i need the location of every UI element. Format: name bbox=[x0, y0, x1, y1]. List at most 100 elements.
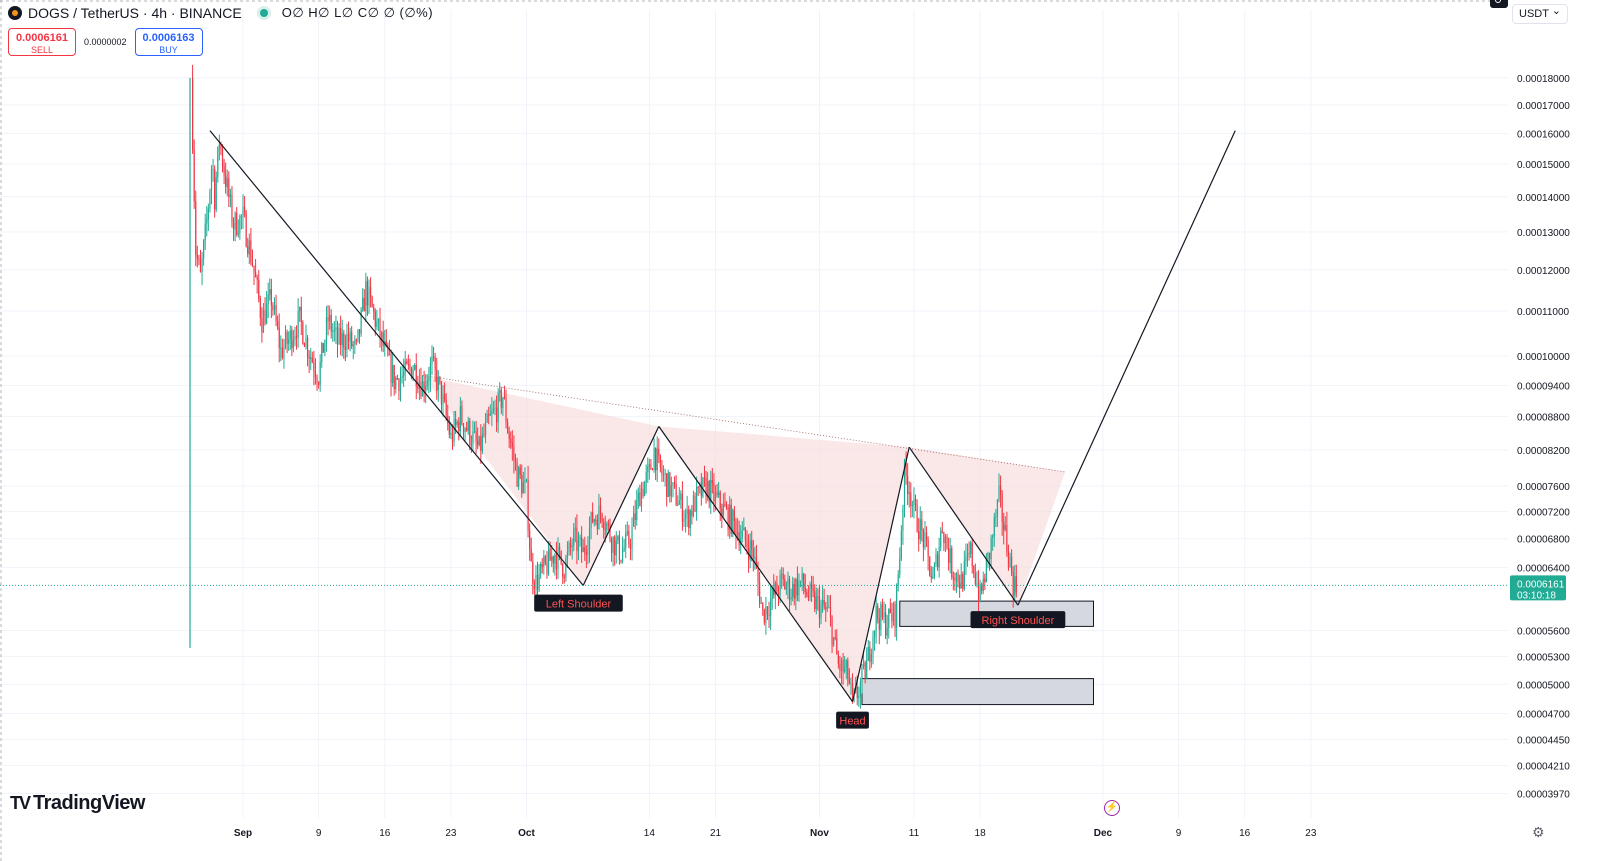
candle bbox=[592, 512, 594, 523]
candle bbox=[825, 607, 827, 609]
x-axis[interactable]: Sep 9 16 23 Oct 14 21 Nov 11 18 Dec 9 16 23 bbox=[234, 828, 1317, 839]
candle bbox=[936, 554, 939, 568]
candle bbox=[774, 582, 776, 596]
candle bbox=[280, 347, 282, 349]
candle bbox=[678, 500, 680, 505]
candle bbox=[232, 222, 235, 230]
candle bbox=[620, 560, 622, 562]
x-tick-label: 21 bbox=[710, 828, 722, 839]
camera-icon[interactable] bbox=[1490, 0, 1508, 8]
candle bbox=[810, 584, 813, 589]
candle bbox=[462, 423, 465, 433]
candle bbox=[236, 212, 238, 235]
candle bbox=[511, 442, 513, 448]
candle bbox=[579, 537, 581, 540]
y-tick-label: 0.00003970 bbox=[1517, 789, 1570, 800]
pattern-labels: Left Shoulder Head Right Shoulder bbox=[534, 594, 1066, 729]
candle bbox=[932, 576, 934, 579]
candle bbox=[277, 321, 279, 328]
candle bbox=[856, 687, 858, 698]
candle bbox=[804, 587, 806, 592]
candle bbox=[494, 407, 496, 409]
candle bbox=[839, 664, 841, 671]
candle bbox=[633, 513, 635, 527]
candle bbox=[781, 573, 783, 575]
y-tick-label: 0.00017000 bbox=[1517, 101, 1570, 112]
candle bbox=[790, 596, 792, 600]
currency-select[interactable]: USDT bbox=[1512, 2, 1568, 24]
candle bbox=[610, 539, 613, 553]
candle bbox=[606, 523, 608, 530]
candle bbox=[576, 527, 578, 551]
pattern-label-text: Left Shoulder bbox=[546, 599, 612, 611]
candle bbox=[303, 343, 306, 347]
candle bbox=[707, 481, 709, 498]
candle bbox=[291, 330, 293, 349]
tradingview-logo[interactable]: TV TradingView bbox=[10, 792, 145, 815]
candle bbox=[814, 591, 816, 609]
candle bbox=[759, 582, 761, 604]
candle bbox=[491, 410, 493, 414]
symbol-title[interactable]: DOGS / TetherUS · 4h · BINANCE bbox=[28, 5, 242, 21]
candle bbox=[965, 557, 967, 562]
sell-button[interactable]: 0.0006161 SELL bbox=[8, 28, 76, 56]
candle bbox=[968, 553, 970, 555]
candle bbox=[563, 576, 565, 579]
candle bbox=[788, 579, 791, 600]
candle bbox=[669, 472, 671, 497]
candle bbox=[599, 505, 602, 515]
candle bbox=[639, 492, 641, 507]
candle bbox=[722, 503, 724, 516]
candle bbox=[834, 637, 836, 639]
candle bbox=[601, 514, 603, 523]
candle bbox=[325, 317, 328, 341]
y-axis[interactable]: 0.00018000 0.00017000 0.00016000 0.00015000… bbox=[1508, 0, 1598, 861]
buy-button[interactable]: 0.0006163 BUY bbox=[134, 28, 203, 56]
candle bbox=[508, 432, 510, 439]
candle bbox=[207, 208, 209, 219]
candle bbox=[979, 584, 981, 600]
candle bbox=[689, 510, 691, 528]
candle bbox=[288, 339, 290, 344]
candle bbox=[692, 495, 695, 516]
candle bbox=[900, 530, 902, 559]
candle bbox=[544, 556, 546, 563]
sell-price: 0.0006161 bbox=[16, 32, 68, 44]
candle bbox=[729, 504, 731, 530]
candle bbox=[464, 428, 466, 433]
candle bbox=[338, 328, 340, 344]
x-tick-label: 9 bbox=[316, 828, 322, 839]
candle bbox=[792, 583, 794, 597]
candle bbox=[998, 485, 1000, 500]
candle bbox=[192, 77, 194, 150]
candle bbox=[484, 422, 487, 436]
candle bbox=[614, 536, 616, 556]
candle bbox=[313, 362, 315, 372]
candle bbox=[691, 510, 693, 516]
candle bbox=[677, 504, 679, 506]
candle bbox=[226, 178, 228, 188]
candle bbox=[1011, 556, 1013, 572]
candle bbox=[765, 606, 767, 623]
buy-price: 0.0006163 bbox=[142, 32, 195, 44]
candle bbox=[607, 523, 609, 525]
candle bbox=[755, 557, 758, 568]
candle bbox=[625, 534, 627, 548]
candle bbox=[999, 485, 1002, 495]
candle bbox=[746, 540, 748, 548]
candle bbox=[388, 353, 391, 355]
candle bbox=[275, 305, 277, 322]
candle bbox=[212, 169, 214, 171]
symbol-header[interactable]: DOGS / TetherUS · 4h · BINANCE O∅ H∅ L∅ … bbox=[8, 5, 433, 21]
candle bbox=[459, 406, 461, 432]
candle bbox=[598, 505, 600, 529]
candle bbox=[710, 480, 712, 503]
candle bbox=[261, 317, 263, 333]
lightning-icon[interactable]: ⚡ bbox=[1104, 800, 1120, 816]
candle bbox=[858, 695, 860, 698]
gear-icon[interactable]: ⚙ bbox=[1532, 824, 1545, 840]
candle bbox=[373, 306, 375, 312]
candle bbox=[415, 364, 417, 387]
y-tick-label: 0.00004700 bbox=[1517, 710, 1570, 721]
